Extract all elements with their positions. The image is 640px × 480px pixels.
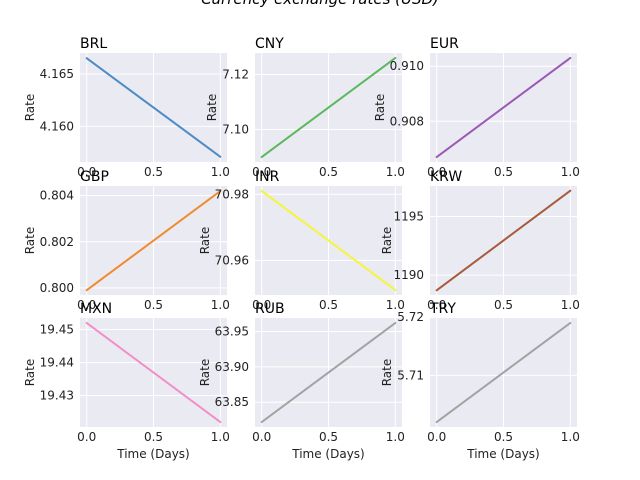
y-tick-label: 1195 xyxy=(393,209,424,223)
y-tick-label: 0.804 xyxy=(40,189,74,203)
x-tick-label: 0.0 xyxy=(77,165,96,179)
x-tick-label: 0.0 xyxy=(252,165,271,179)
x-tick-label: 0.0 xyxy=(252,430,271,444)
y-tick-label: 63.95 xyxy=(215,324,249,338)
y-tick-label: 70.98 xyxy=(215,187,249,201)
x-tick-label: 0.5 xyxy=(319,430,338,444)
x-tick-label: 0.0 xyxy=(77,298,96,312)
x-axis-label: Time (Days) xyxy=(291,447,365,461)
x-tick-label: 1.0 xyxy=(211,298,230,312)
y-tick-label: 0.908 xyxy=(390,114,424,128)
subplot-title: TRY xyxy=(429,301,456,317)
series-line-try xyxy=(435,321,572,424)
x-tick-label: 0.0 xyxy=(427,430,446,444)
x-tick-label: 0.5 xyxy=(144,298,163,312)
subplot-eur: 0.0 0.5 1.0 0.908 0.910 EUR Rate xyxy=(373,36,580,179)
y-tick-label: 7.12 xyxy=(222,67,249,81)
subplot-title: MXN xyxy=(80,301,112,317)
y-axis-label: Rate xyxy=(23,94,37,122)
x-tick-label: 0.0 xyxy=(427,165,446,179)
subplot-title: BRL xyxy=(80,36,107,52)
series-line-cny xyxy=(260,56,397,159)
subplot-mxn: 0.0 0.5 1.0 19.43 19.44 19.45 MXN Rate Time (Day… xyxy=(23,301,230,461)
x-tick-label: 1.0 xyxy=(386,430,405,444)
y-axis-label: Rate xyxy=(198,227,212,255)
y-axis-label: Rate xyxy=(373,94,387,122)
x-tick-label: 0.5 xyxy=(494,165,513,179)
subplot-brl: 0.0 0.5 1.0 4.160 4.165 BRL Rate xyxy=(23,36,230,179)
y-tick-label: 4.160 xyxy=(40,119,74,133)
x-tick-label: 0.5 xyxy=(319,298,338,312)
series-line-inr xyxy=(260,189,397,292)
x-tick-label: 0.0 xyxy=(427,298,446,312)
y-tick-label: 5.72 xyxy=(397,310,424,324)
y-axis-label: Rate xyxy=(380,227,394,255)
y-tick-label: 63.90 xyxy=(215,360,249,374)
y-tick-label: 5.71 xyxy=(397,368,424,382)
x-axis-label: Time (Days) xyxy=(116,447,190,461)
y-tick-label: 0.910 xyxy=(390,59,424,73)
series-line-mxn xyxy=(85,321,222,424)
y-tick-label: 0.802 xyxy=(40,235,74,249)
figure-title: Currency exchange rates (USD) xyxy=(201,0,439,8)
subplot-title: GBP xyxy=(80,169,109,185)
y-tick-label: 7.10 xyxy=(222,123,249,137)
y-tick-label: 63.85 xyxy=(215,395,249,409)
x-tick-label: 1.0 xyxy=(561,430,580,444)
x-tick-label: 1.0 xyxy=(211,430,230,444)
x-axis-label: Time (Days) xyxy=(466,447,540,461)
y-tick-label: 4.165 xyxy=(40,67,74,81)
y-tick-label: 19.43 xyxy=(40,389,74,403)
subplot-try: 0.0 0.5 1.0 5.71 5.72 TRY Rate Time (Days) xyxy=(380,301,580,461)
y-tick-label: 0.800 xyxy=(40,281,74,295)
series-line-rub xyxy=(260,321,397,424)
x-tick-label: 1.0 xyxy=(386,298,405,312)
x-tick-label: 1.0 xyxy=(386,165,405,179)
y-axis-label: Rate xyxy=(23,227,37,255)
series-line-gbp xyxy=(85,190,222,292)
series-line-krw xyxy=(435,189,572,292)
subplot-cny: 0.0 0.5 1.0 7.10 7.12 CNY Rate xyxy=(205,36,405,179)
y-axis-label: Rate xyxy=(380,359,394,387)
x-tick-label: 0.5 xyxy=(144,165,163,179)
y-tick-label: 19.45 xyxy=(40,323,74,337)
y-axis-label: Rate xyxy=(198,359,212,387)
y-axis-label: Rate xyxy=(205,94,219,122)
series-line-brl xyxy=(85,57,222,158)
x-tick-label: 0.0 xyxy=(77,430,96,444)
subplot-krw: 0.0 0.5 1.0 1190 1195 KRW Rate xyxy=(380,169,580,312)
x-tick-label: 0.5 xyxy=(144,430,163,444)
x-tick-label: 1.0 xyxy=(561,298,580,312)
subplot-title: EUR xyxy=(430,36,459,52)
y-tick-label: 1190 xyxy=(393,268,424,282)
subplot-gbp: 0.0 0.5 1.0 0.800 0.802 0.804 GBP Rate xyxy=(23,169,230,312)
x-tick-label: 0.5 xyxy=(494,298,513,312)
x-tick-label: 1.0 xyxy=(561,165,580,179)
subplot-title: CNY xyxy=(255,36,284,52)
subplot-title: RUB xyxy=(255,301,285,317)
x-tick-label: 0.0 xyxy=(252,298,271,312)
x-tick-label: 0.5 xyxy=(319,165,338,179)
y-tick-label: 19.44 xyxy=(40,356,74,370)
series-line-eur xyxy=(435,56,572,159)
subplot-title: INR xyxy=(255,169,280,185)
y-axis-label: Rate xyxy=(23,359,37,387)
x-tick-label: 0.5 xyxy=(494,430,513,444)
x-tick-label: 1.0 xyxy=(211,165,230,179)
subplot-title: KRW xyxy=(430,169,462,185)
subplot-rub: 0.0 0.5 1.0 63.85 63.90 63.95 RUB Rate Time (Day… xyxy=(198,301,405,461)
subplot-inr: 0.0 0.5 1.0 70.96 70.98 INR Rate xyxy=(198,169,405,312)
y-tick-label: 70.96 xyxy=(215,253,249,267)
